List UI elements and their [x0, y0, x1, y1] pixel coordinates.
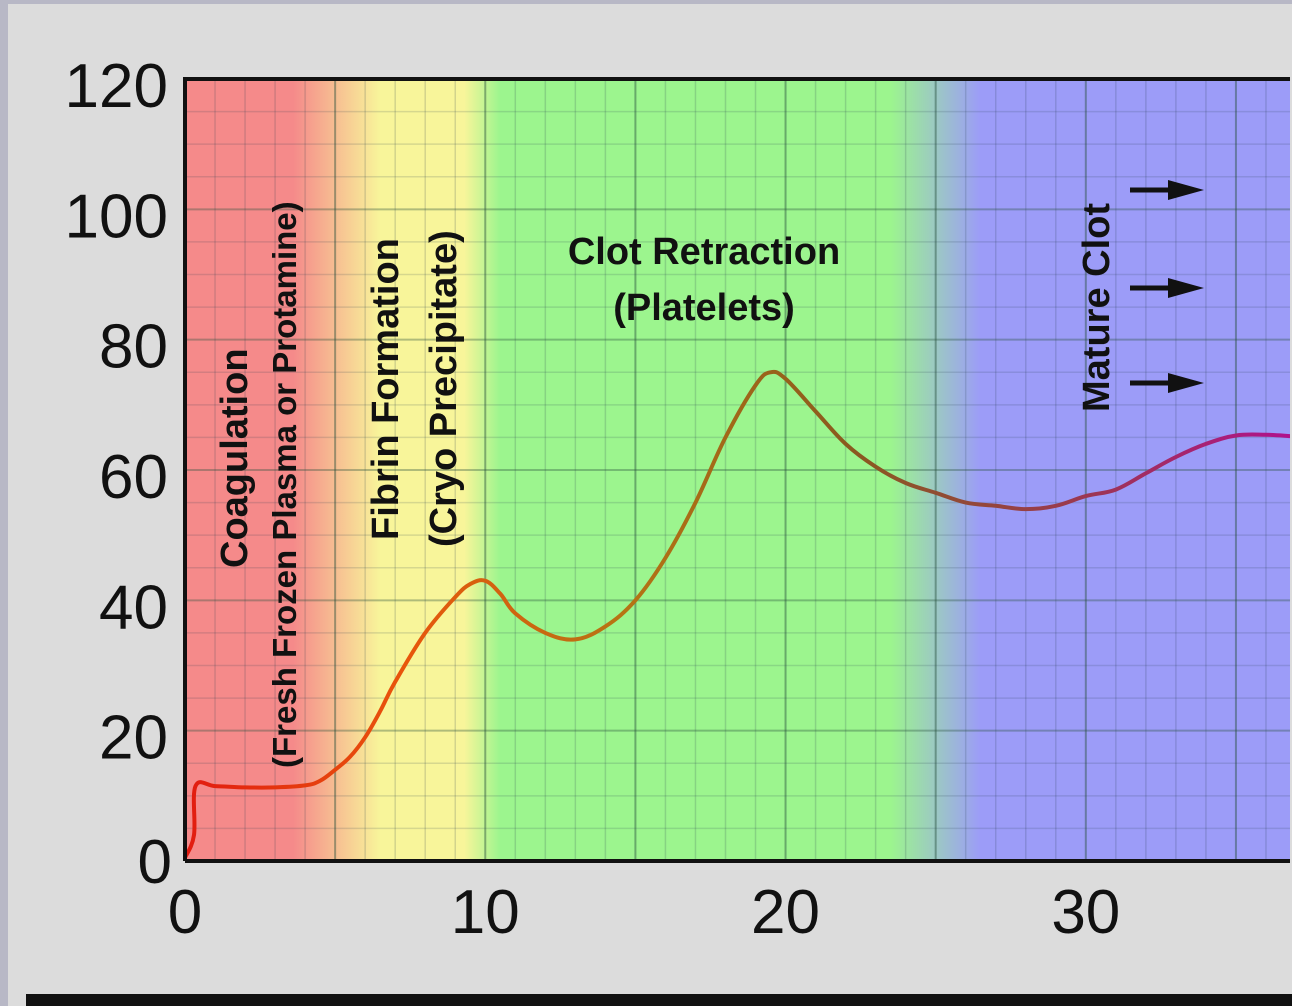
x-tick-label: 10 [451, 878, 520, 947]
coagulation-title: Coagulation [214, 348, 256, 568]
bottom-bar [26, 994, 1292, 1006]
fibrin-title: Fibrin Formation [365, 238, 407, 540]
mature-arrows [1130, 180, 1204, 393]
x-tick-label: 0 [168, 878, 202, 947]
y-tick-label: 100 [65, 182, 168, 251]
y-tick-label: 20 [99, 704, 168, 773]
y-tick-label: 120 [65, 52, 168, 121]
retraction-subtitle: (Platelets) [613, 287, 795, 329]
y-tick-label: 80 [99, 313, 168, 382]
y-tick-label: 0 [138, 828, 172, 897]
y-tick-label: 40 [99, 573, 168, 642]
x-tick-label: 30 [1051, 878, 1120, 947]
arrow-right-icon [1130, 180, 1204, 200]
x-tick-label: 20 [751, 878, 820, 947]
clot-strength-curve [185, 369, 1290, 860]
retraction-title: Clot Retraction [568, 231, 840, 273]
arrow-right-icon [1130, 373, 1204, 393]
y-tick-label: 60 [99, 443, 168, 512]
y-axis-ticks: 0 20 40 60 80 100 120 [65, 52, 172, 897]
fibrin-subtitle: (Cryo Precipitate) [423, 230, 465, 547]
mature-clot-title: Mature Clot [1076, 203, 1118, 412]
grid-lines [185, 79, 1290, 861]
coagulation-subtitle: (Fresh Frozen Plasma or Protamine) [266, 201, 303, 768]
arrow-right-icon [1130, 278, 1204, 298]
plot-border [183, 77, 1290, 861]
x-axis-ticks: 0 10 20 30 [168, 878, 1121, 947]
